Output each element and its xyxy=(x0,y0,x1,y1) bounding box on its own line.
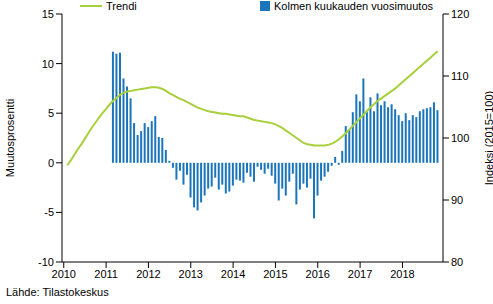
svg-text:-10: -10 xyxy=(38,256,54,268)
svg-text:80: 80 xyxy=(451,256,463,268)
svg-text:Indeksi (2015=100): Indeksi (2015=100) xyxy=(483,91,485,185)
svg-text:2014: 2014 xyxy=(221,268,245,280)
svg-text:100: 100 xyxy=(451,132,469,144)
svg-text:120: 120 xyxy=(451,8,469,20)
svg-text:2015: 2015 xyxy=(263,268,287,280)
svg-text:10: 10 xyxy=(42,58,54,70)
svg-text:2017: 2017 xyxy=(348,268,372,280)
svg-text:0: 0 xyxy=(48,157,54,169)
svg-text:110: 110 xyxy=(451,70,469,82)
html-text:Kolmen kuukauden vuosimuutos: Kolmen kuukauden vuosimuutos xyxy=(274,0,433,12)
svg-text:2013: 2013 xyxy=(179,268,203,280)
svg-text:-5: -5 xyxy=(44,206,54,218)
svg-text:2010: 2010 xyxy=(52,268,76,280)
svg-text:2012: 2012 xyxy=(136,268,160,280)
svg-text:90: 90 xyxy=(451,194,463,206)
svg-text:2018: 2018 xyxy=(390,268,414,280)
svg-text:15: 15 xyxy=(42,8,54,20)
svg-text:2016: 2016 xyxy=(306,268,330,280)
svg-text:2011: 2011 xyxy=(94,268,118,280)
html-text:Lähde: Tilastokeskus: Lähde: Tilastokeskus xyxy=(6,286,109,298)
svg-text:Muutosprosentti: Muutosprosentti xyxy=(8,99,16,177)
svg-text:5: 5 xyxy=(48,107,54,119)
html-text:Trendi: Trendi xyxy=(106,0,137,12)
